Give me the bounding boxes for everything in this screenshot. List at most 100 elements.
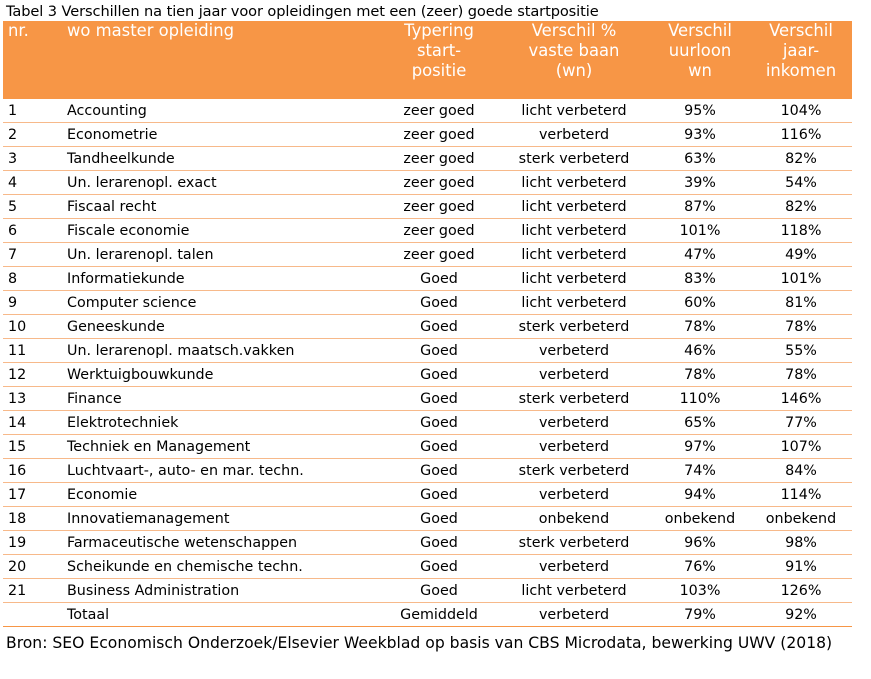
row-uurloon: 95%: [650, 99, 750, 123]
row-vaste-baan: verbeterd: [498, 362, 650, 387]
row-nr: 1: [3, 99, 59, 123]
total-vaste-baan: verbeterd: [498, 602, 650, 627]
row-uurloon: 110%: [650, 386, 750, 411]
row-opleiding: Fiscaal recht: [59, 194, 380, 219]
row-jaarinkomen: 114%: [750, 482, 852, 507]
row-typering: zeer goed: [380, 122, 498, 147]
table-row: 16 Luchtvaart-, auto- en mar. techn. Goed s…: [3, 458, 852, 483]
row-typering: Goed: [380, 338, 498, 363]
row-nr: 3: [3, 146, 59, 171]
row-uurloon: 78%: [650, 362, 750, 387]
row-vaste-baan: verbeterd: [498, 434, 650, 459]
row-vaste-baan: licht verbeterd: [498, 266, 650, 291]
row-nr: 10: [3, 314, 59, 339]
row-nr: 20: [3, 554, 59, 579]
row-typering: zeer goed: [380, 146, 498, 171]
total-label: Totaal: [59, 602, 380, 627]
row-vaste-baan: sterk verbeterd: [498, 146, 650, 171]
table-row: 9 Computer science Goed licht verbeterd 60% 8…: [3, 290, 852, 315]
row-opleiding: Farmaceutische wetenschappen: [59, 530, 380, 555]
row-uurloon: 103%: [650, 578, 750, 603]
row-typering: Goed: [380, 554, 498, 579]
total-nr: [3, 602, 59, 627]
total-row: Totaal Gemiddeld verbeterd 79% 92%: [3, 602, 852, 627]
row-typering: zeer goed: [380, 170, 498, 195]
row-jaarinkomen: 126%: [750, 578, 852, 603]
table-row: 14 Elektrotechniek Goed verbeterd 65% 77%: [3, 410, 852, 435]
row-opleiding: Scheikunde en chemische techn.: [59, 554, 380, 579]
row-jaarinkomen: 78%: [750, 362, 852, 387]
row-jaarinkomen: onbekend: [750, 506, 852, 531]
row-nr: 2: [3, 122, 59, 147]
row-jaarinkomen: 82%: [750, 146, 852, 171]
header-typering: Typering start- positie: [380, 21, 498, 99]
row-typering: zeer goed: [380, 242, 498, 267]
row-uurloon: 101%: [650, 218, 750, 243]
row-typering: Goed: [380, 314, 498, 339]
row-nr: 6: [3, 218, 59, 243]
total-typering: Gemiddeld: [380, 602, 498, 627]
table-row: 21 Business Administration Goed licht verbe…: [3, 578, 852, 603]
row-vaste-baan: sterk verbeterd: [498, 314, 650, 339]
table-row: 3 Tandheelkunde zeer goed sterk verbeterd 63…: [3, 146, 852, 171]
row-uurloon: 39%: [650, 170, 750, 195]
header-jaarinkomen: Verschil jaar- inkomen: [750, 21, 852, 99]
row-typering: Goed: [380, 434, 498, 459]
row-vaste-baan: sterk verbeterd: [498, 530, 650, 555]
row-uurloon: 74%: [650, 458, 750, 483]
row-vaste-baan: verbeterd: [498, 482, 650, 507]
table-row: 12 Werktuigbouwkunde Goed verbeterd 78% 78%: [3, 362, 852, 387]
row-vaste-baan: licht verbeterd: [498, 242, 650, 267]
row-opleiding: Fiscale economie: [59, 218, 380, 243]
row-nr: 12: [3, 362, 59, 387]
row-typering: Goed: [380, 362, 498, 387]
row-jaarinkomen: 82%: [750, 194, 852, 219]
total-uurloon: 79%: [650, 602, 750, 627]
row-opleiding: Economie: [59, 482, 380, 507]
row-opleiding: Luchtvaart-, auto- en mar. techn.: [59, 458, 380, 483]
row-uurloon: 97%: [650, 434, 750, 459]
row-typering: zeer goed: [380, 99, 498, 123]
table-row: 7 Un. lerarenopl. talen zeer goed licht ver…: [3, 242, 852, 267]
row-nr: 21: [3, 578, 59, 603]
row-uurloon: 87%: [650, 194, 750, 219]
row-nr: 15: [3, 434, 59, 459]
table-header: nr. wo master opleiding Typering start- …: [3, 21, 852, 99]
header-nr: nr.: [3, 21, 59, 99]
row-nr: 11: [3, 338, 59, 363]
row-nr: 14: [3, 410, 59, 435]
row-opleiding: Un. lerarenopl. maatsch.vakken: [59, 338, 380, 363]
row-vaste-baan: licht verbeterd: [498, 170, 650, 195]
row-jaarinkomen: 104%: [750, 99, 852, 123]
row-uurloon: 60%: [650, 290, 750, 315]
row-vaste-baan: verbeterd: [498, 122, 650, 147]
row-typering: zeer goed: [380, 194, 498, 219]
row-opleiding: Innovatiemanagement: [59, 506, 380, 531]
row-nr: 19: [3, 530, 59, 555]
row-jaarinkomen: 78%: [750, 314, 852, 339]
row-jaarinkomen: 101%: [750, 266, 852, 291]
row-vaste-baan: sterk verbeterd: [498, 458, 650, 483]
row-opleiding: Accounting: [59, 99, 380, 123]
row-nr: 8: [3, 266, 59, 291]
row-opleiding: Finance: [59, 386, 380, 411]
row-opleiding: Computer science: [59, 290, 380, 315]
row-opleiding: Geneeskunde: [59, 314, 380, 339]
header-uurloon: Verschil uurloon wn: [650, 21, 750, 99]
table-row: 18 Innovatiemanagement Goed onbekend onbeken…: [3, 506, 852, 531]
row-opleiding: Business Administration: [59, 578, 380, 603]
row-vaste-baan: licht verbeterd: [498, 194, 650, 219]
row-uurloon: 94%: [650, 482, 750, 507]
table-row: 5 Fiscaal recht zeer goed licht verbeterd 87…: [3, 194, 852, 219]
row-nr: 4: [3, 170, 59, 195]
row-opleiding: Tandheelkunde: [59, 146, 380, 171]
row-typering: Goed: [380, 506, 498, 531]
row-jaarinkomen: 116%: [750, 122, 852, 147]
row-vaste-baan: licht verbeterd: [498, 218, 650, 243]
row-jaarinkomen: 54%: [750, 170, 852, 195]
row-opleiding: Elektrotechniek: [59, 410, 380, 435]
row-vaste-baan: licht verbeterd: [498, 290, 650, 315]
row-jaarinkomen: 84%: [750, 458, 852, 483]
table-row: 8 Informatiekunde Goed licht verbeterd 83% 10…: [3, 266, 852, 291]
row-jaarinkomen: 98%: [750, 530, 852, 555]
